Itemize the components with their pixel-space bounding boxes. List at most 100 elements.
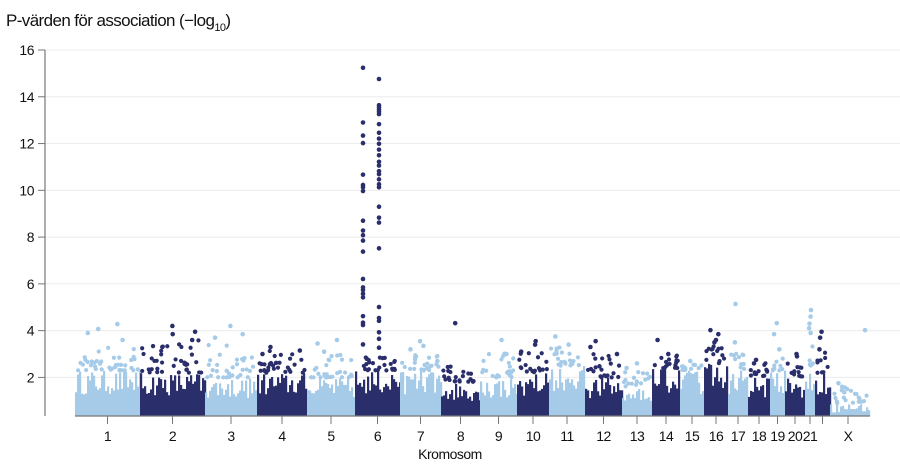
dense-points-column bbox=[397, 386, 400, 416]
dense-points-column bbox=[797, 387, 800, 416]
dense-points-column bbox=[519, 380, 522, 416]
data-point bbox=[285, 365, 290, 370]
dense-points-column bbox=[817, 394, 820, 416]
data-point bbox=[600, 356, 605, 361]
dense-points-column bbox=[840, 406, 843, 416]
peak-point bbox=[421, 343, 426, 349]
dense-points-column bbox=[404, 394, 407, 416]
peak-point bbox=[360, 140, 366, 146]
dense-points-column bbox=[160, 379, 163, 416]
chromosome-18 bbox=[748, 357, 771, 416]
data-point bbox=[329, 354, 334, 359]
dense-points-column bbox=[377, 371, 380, 416]
dense-points-column bbox=[144, 386, 147, 416]
peak-point bbox=[192, 329, 198, 335]
data-point bbox=[555, 356, 561, 361]
dense-points-column bbox=[724, 382, 727, 416]
data-point bbox=[422, 362, 427, 368]
dense-points-column bbox=[628, 393, 631, 416]
data-point bbox=[667, 361, 672, 366]
data-point bbox=[324, 375, 329, 380]
dense-points-column bbox=[795, 384, 798, 416]
data-point bbox=[447, 377, 452, 383]
dense-points-column bbox=[475, 391, 478, 416]
dense-points-column bbox=[674, 384, 677, 416]
chromosome-13 bbox=[621, 361, 653, 416]
data-point bbox=[576, 362, 581, 368]
data-point bbox=[266, 368, 271, 373]
dense-points-column bbox=[720, 377, 723, 416]
peak-point bbox=[417, 338, 423, 344]
x-axis-label: Kromosom bbox=[418, 446, 482, 462]
data-point bbox=[268, 360, 274, 366]
data-point bbox=[748, 373, 754, 378]
data-point bbox=[349, 357, 354, 363]
peak-point bbox=[376, 215, 382, 220]
dense-points-column bbox=[473, 392, 476, 416]
data-point bbox=[825, 364, 830, 370]
dense-points-column bbox=[315, 390, 318, 416]
data-point bbox=[562, 359, 567, 364]
dense-points-column bbox=[664, 368, 667, 416]
data-point bbox=[774, 359, 779, 364]
dense-points-column bbox=[414, 373, 417, 416]
peak-point bbox=[624, 365, 629, 371]
dense-points-column bbox=[712, 385, 715, 416]
dense-points-column bbox=[537, 391, 540, 416]
data-point bbox=[390, 367, 395, 372]
x-tick-label: 8 bbox=[457, 428, 465, 444]
data-point bbox=[785, 361, 790, 366]
peak-point bbox=[297, 348, 303, 353]
dense-points-column bbox=[541, 388, 544, 416]
dense-points-column bbox=[811, 390, 814, 416]
dense-points-column bbox=[385, 383, 388, 416]
dense-points-column bbox=[154, 395, 157, 416]
data-point bbox=[177, 342, 182, 347]
data-point bbox=[717, 358, 722, 364]
dense-points-column bbox=[113, 390, 116, 416]
dense-points-column bbox=[432, 372, 435, 416]
peak-point bbox=[376, 304, 382, 310]
dense-points-column bbox=[862, 411, 865, 416]
data-point bbox=[567, 351, 572, 356]
peak-point bbox=[655, 337, 660, 343]
dense-points-column bbox=[95, 386, 98, 416]
dense-points-column bbox=[227, 384, 230, 416]
dense-points-column bbox=[539, 390, 542, 416]
dense-points-column bbox=[632, 394, 635, 416]
data-point bbox=[128, 357, 134, 363]
data-point bbox=[199, 370, 204, 375]
data-point bbox=[721, 356, 727, 361]
dense-points-column bbox=[303, 373, 306, 416]
dense-points-column bbox=[809, 373, 812, 416]
dense-points-column bbox=[565, 379, 568, 416]
data-point bbox=[609, 375, 614, 380]
data-point bbox=[861, 399, 867, 404]
dense-points-column bbox=[325, 382, 328, 416]
data-point bbox=[249, 355, 255, 360]
dense-points-column bbox=[457, 397, 460, 416]
peak-point bbox=[774, 320, 780, 326]
peak-point bbox=[360, 291, 366, 296]
dense-points-column bbox=[140, 373, 143, 416]
data-point bbox=[402, 364, 407, 370]
data-point bbox=[316, 371, 321, 376]
data-point bbox=[221, 375, 226, 380]
data-point bbox=[557, 345, 562, 350]
peak-point bbox=[376, 336, 382, 342]
peak-point bbox=[588, 344, 593, 350]
dense-points-column bbox=[836, 403, 839, 416]
dense-points-column bbox=[107, 386, 110, 416]
data-point bbox=[591, 352, 596, 357]
peak-point bbox=[360, 287, 366, 293]
data-point bbox=[780, 356, 785, 361]
peak-point bbox=[376, 111, 382, 117]
data-point bbox=[507, 364, 512, 369]
data-point bbox=[548, 346, 554, 351]
dense-points-column bbox=[502, 381, 505, 416]
data-point bbox=[152, 358, 157, 364]
data-point bbox=[140, 346, 145, 351]
data-point bbox=[117, 368, 122, 373]
dense-points-column bbox=[196, 374, 199, 416]
data-point bbox=[171, 363, 176, 368]
